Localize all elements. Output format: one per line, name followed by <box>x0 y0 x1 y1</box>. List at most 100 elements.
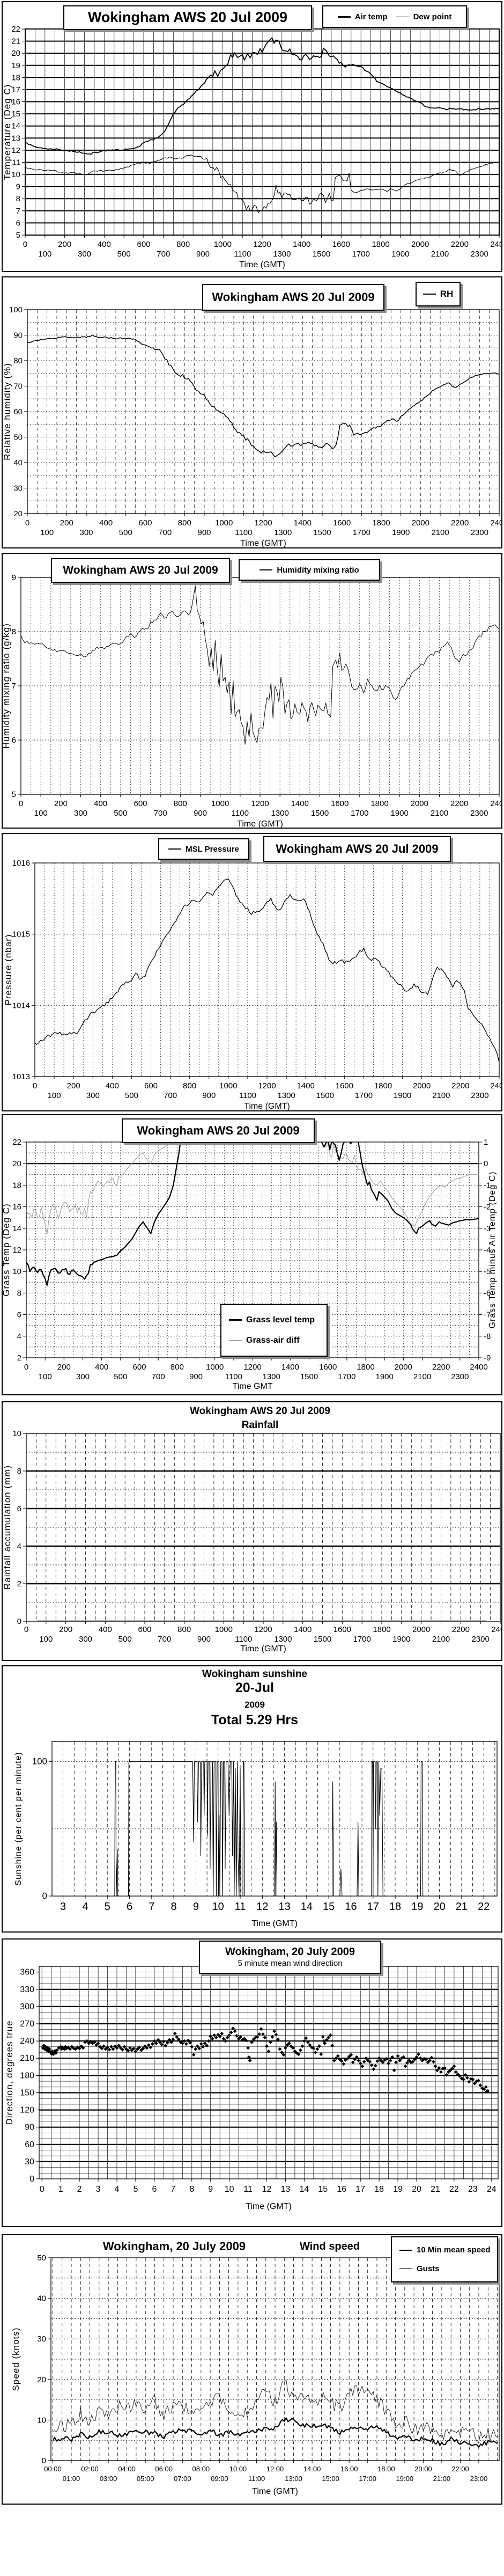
x-tick-label: 700 <box>158 1635 171 1644</box>
x-tick-label: 1100 <box>239 1091 256 1100</box>
x-tick-label: 1400 <box>294 1625 312 1634</box>
chart-panel-rainfall: 0 200 400 600 800 1000 1200 1400 1600 1800 2000 220… <box>2 1401 502 1661</box>
x-tick-label: 06:00 <box>155 2465 173 2473</box>
x-tick-label: 0 <box>24 1363 28 1372</box>
x-tick-label: 1500 <box>314 1635 331 1644</box>
y-tick-label: 16 <box>11 98 20 107</box>
series-grass-air-diff <box>26 1142 479 1235</box>
y-tick-label: 150 <box>20 2088 34 2097</box>
y-tick-label: 10 <box>12 1429 21 1438</box>
x-tick-label: 1400 <box>293 240 310 249</box>
y-tick-label: 80 <box>13 356 23 365</box>
x-tick-label: 6 <box>152 2185 157 2194</box>
x-tick-label: 1100 <box>235 1635 252 1644</box>
x-tick-label: 1600 <box>336 1081 353 1091</box>
y-tick-label: 0 <box>17 1617 21 1626</box>
x-tick-label: 04:00 <box>118 2465 136 2473</box>
y-tick-label: 360 <box>20 1968 34 1977</box>
x-tick-label: 1600 <box>319 1363 337 1372</box>
x-tick-label: 00:00 <box>44 2465 62 2473</box>
x-tick-label: 17 <box>355 2185 365 2194</box>
y-tick-label: 1016 <box>12 859 30 868</box>
axis-labels: 3 4 5 6 7 8 9 10 11 12 13 14 15 16 17 18 19 20 21 22 0 100 Sun… <box>14 1752 490 1928</box>
x-tick-label: 1500 <box>300 1372 318 1381</box>
series-msl-pressure <box>35 878 499 1063</box>
y-tick-label: 9 <box>12 573 16 582</box>
chart-title-text: Wokingham sunshine <box>202 1668 307 1680</box>
x-tick-label: 8 <box>189 2185 194 2194</box>
y-tick-label: 5 <box>12 790 16 799</box>
y-tick-label: 20 <box>13 509 23 518</box>
x-tick-label: 600 <box>144 1081 158 1091</box>
y-tick-label: 70 <box>13 382 23 391</box>
chart-title: Wokingham, 20 July 2009 5 minute mean win… <box>199 1941 381 1974</box>
x-tick-label: 01:00 <box>63 2475 80 2483</box>
x-tick-label: 21:00 <box>433 2475 451 2483</box>
x-axis-title: Time GMT <box>233 1382 273 1391</box>
x-tick-label: 2400 <box>490 240 501 249</box>
x-tick-label: 7 <box>149 1901 154 1913</box>
chart-title: Wokingham AWS 20 Jul 2009 <box>63 5 312 30</box>
x-tick-label: 14 <box>300 2185 309 2194</box>
x-tick-label: 1900 <box>394 1091 411 1100</box>
x-tick-label: 1100 <box>232 809 249 818</box>
x-tick-label: 900 <box>197 1635 211 1644</box>
x-tick-label: 16 <box>345 1901 357 1913</box>
x-tick-label: 1700 <box>351 809 368 818</box>
y-tick-label: 330 <box>20 1985 34 1994</box>
x-tick-label: 2300 <box>451 1372 469 1381</box>
x-tick-label: 700 <box>154 809 167 818</box>
x-tick-label: 0 <box>23 240 27 249</box>
chart-title-text: Wokingham AWS 20 Jul 2009 <box>212 290 375 304</box>
x-tick-label: 23 <box>468 2185 478 2194</box>
x-tick-label: 1400 <box>281 1363 299 1372</box>
legend-label: Grass level temp <box>246 1315 315 1324</box>
y2-tick-label: -5 <box>484 1267 491 1276</box>
x-tick-label: 0 <box>25 518 29 528</box>
x-tick-label: 200 <box>54 799 68 808</box>
x-tick-label: 500 <box>125 1091 138 1100</box>
x-tick-label: 1900 <box>392 528 410 537</box>
x-tick-label: 05:00 <box>137 2475 154 2483</box>
legend-label: 10 Min mean speed <box>417 2245 491 2255</box>
x-tick-label: 19:00 <box>396 2475 414 2483</box>
grid <box>51 2258 499 2461</box>
x-tick-label: 7 <box>171 2185 175 2194</box>
x-tick-label: 0 <box>24 1625 28 1634</box>
x-tick-label: 2200 <box>451 240 469 249</box>
grid <box>26 1433 501 1621</box>
x-tick-label: 1100 <box>235 528 252 537</box>
chart-title-text: 20-Jul <box>235 1680 275 1695</box>
x-tick-label: 1000 <box>215 518 233 528</box>
legend-label: Grass-air diff <box>246 1336 300 1345</box>
x-axis-title: Time (GMT) <box>240 1644 286 1653</box>
chart-title-text: Wokingham AWS 20 Jul 2009 <box>63 564 218 576</box>
x-tick-label: 1200 <box>254 1625 272 1634</box>
y-tick-label: 19 <box>11 61 20 70</box>
x-tick-label: 100 <box>39 1635 53 1644</box>
y-tick-label: 90 <box>25 2123 34 2132</box>
y-tick-label: 0 <box>29 2175 34 2184</box>
x-tick-label: 22:00 <box>451 2465 469 2473</box>
x-tick-label: 12 <box>262 2185 272 2194</box>
chart-title-text: Wokingham AWS 20 Jul 2009 <box>276 842 439 856</box>
legend-item: Grass-air diff <box>229 1336 300 1345</box>
chart-title: Rainfall <box>126 1419 394 1431</box>
chart-canvas-wind-direction: 0 1 2 3 4 5 6 7 8 9 10 11 12 13 14 15 16 17 18 19 20 21 22 23 24… <box>4 1966 499 2211</box>
chart-panel-wind-direction: 0 1 2 3 4 5 6 7 8 9 10 11 12 13 14 15 16 17 18 19 20 21 22 23 24… <box>2 1938 502 2227</box>
x-tick-label: 14:00 <box>303 2465 321 2473</box>
x-tick-label: 4 <box>82 1901 88 1913</box>
x-tick-label: 1400 <box>297 1081 315 1091</box>
x-tick-label: 800 <box>171 1363 184 1372</box>
y2-tick-label: -4 <box>484 1246 491 1255</box>
x-tick-label: 6 <box>127 1901 132 1913</box>
series-layer <box>54 1761 495 1896</box>
x-tick-label: 1900 <box>392 1635 410 1644</box>
x-tick-label: 2100 <box>413 1372 431 1381</box>
x-tick-label: 12:00 <box>266 2465 284 2473</box>
chart-title-text: Wokingham AWS 20 Jul 2009 <box>137 1124 300 1138</box>
x-tick-label: 1200 <box>251 799 269 808</box>
y-tick-label: 30 <box>25 2157 34 2167</box>
x-tick-label: 2200 <box>432 1363 450 1372</box>
y-tick-label: 30 <box>37 2334 46 2344</box>
